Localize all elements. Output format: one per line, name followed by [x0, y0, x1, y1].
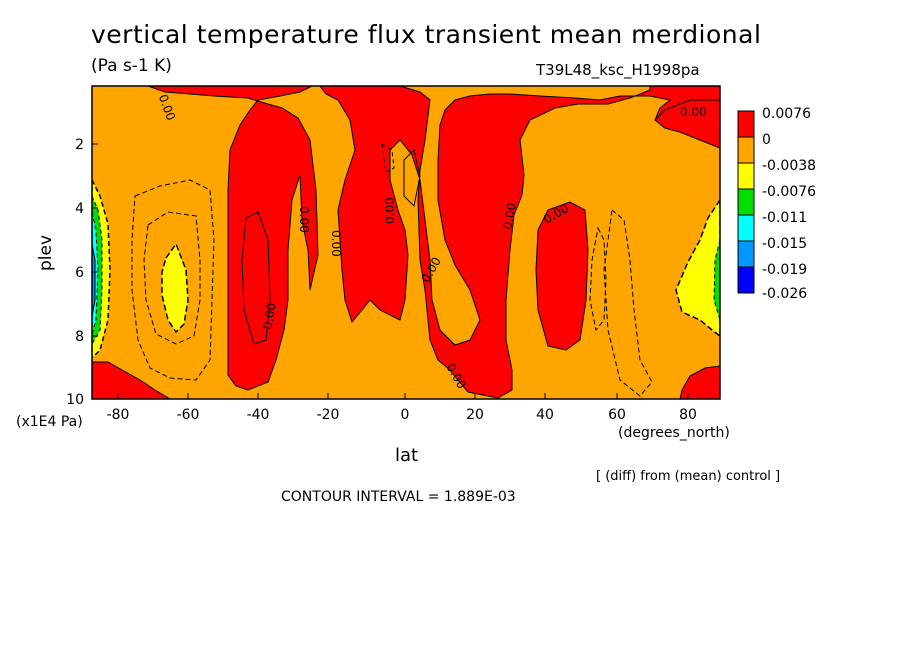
x-tick-label: 60: [608, 407, 626, 423]
colorbar-label: -0.015: [762, 236, 807, 252]
colorbar-label: -0.019: [762, 262, 807, 278]
plot-frame: [91, 85, 721, 400]
y-axis-unit: (x1E4 Pa): [16, 414, 83, 430]
y-tick-label: 2: [75, 137, 84, 153]
contour-solid-inner-eq: [403, 149, 421, 208]
contour-interval: CONTOUR INTERVAL = 1.889E-03: [281, 489, 516, 505]
contour-solid-inner-40s: [241, 211, 271, 345]
region-red-bottom-left: [92, 361, 171, 399]
contour-dashed-nh-outer: [603, 209, 653, 397]
colorbar-label: -0.0038: [762, 158, 816, 174]
contour-dashed-eq: [381, 143, 395, 173]
region-green-east: [713, 239, 720, 321]
contour-dashed-sh-inner: [143, 211, 201, 345]
region-red-40n: [535, 201, 589, 351]
y-tick-label: 8: [75, 329, 84, 345]
colorbar-swatch: [737, 188, 755, 216]
region-red-bottom-right: [679, 365, 720, 399]
region-red-mid: [319, 86, 720, 399]
x-tick-label: 0: [401, 407, 410, 423]
colorbar-swatch: [737, 110, 755, 138]
x-ticks: -80 -60 -40 -20 0 20 40 60 80: [107, 393, 697, 423]
colorbar-swatch: [737, 162, 755, 190]
chart-title: vertical temperature flux transient mean…: [91, 20, 762, 49]
colorbar-swatch: [737, 214, 755, 242]
colorbar: 0.0076 0 -0.0038 -0.0076 -0.011 -0.015 -…: [737, 106, 816, 302]
colorbar-label: 0: [762, 132, 771, 148]
x-axis-unit: (degrees_north): [618, 425, 730, 441]
region-red-right-top: [654, 99, 720, 149]
contour-label: 0.00: [680, 105, 707, 119]
plot-area: [92, 86, 720, 399]
x-tick-label: -40: [247, 407, 270, 423]
colorbar-label: -0.011: [762, 210, 807, 226]
colorbar-label: -0.026: [762, 286, 807, 302]
y-ticks: 2 4 6 8 10: [66, 137, 98, 408]
x-tick-label: 80: [679, 407, 697, 423]
colorbar-label: -0.0076: [762, 184, 816, 200]
y-tick-label: 6: [75, 265, 84, 281]
colorbar-swatch: [737, 240, 755, 268]
region-yellow-nh: [675, 198, 720, 337]
colorbar-label: 0.0076: [762, 106, 811, 122]
x-tick-label: -60: [177, 407, 200, 423]
contour-dashed-sh-outer: [131, 179, 215, 381]
y-tick-label: 10: [66, 392, 84, 408]
colorbar-swatch: [737, 266, 755, 294]
x-tick-label: 20: [466, 407, 484, 423]
x-tick-label: -80: [107, 407, 130, 423]
contour-label: 0.00: [329, 230, 343, 257]
contour-label: 0.00: [500, 202, 518, 231]
contour-label: 0.00: [260, 302, 278, 331]
contour-dashed-nh-inner: [589, 226, 607, 332]
units-label: (Pa s-1 K): [91, 56, 172, 76]
x-axis-label: lat: [395, 445, 419, 466]
colorbar-swatch: [737, 136, 755, 164]
y-tick-label: 4: [75, 201, 84, 217]
region-red-top: [147, 86, 319, 391]
region-yellow-sh: [161, 242, 189, 334]
run-id-label: T39L48_ksc_H1998pa: [536, 61, 700, 79]
x-tick-label: -20: [317, 407, 340, 423]
contour-label: 0.00: [383, 197, 397, 224]
diff-note: [ (diff) from (mean) control ]: [596, 469, 781, 484]
contour-label: 0.00: [297, 206, 311, 233]
x-tick-label: 40: [536, 407, 554, 423]
